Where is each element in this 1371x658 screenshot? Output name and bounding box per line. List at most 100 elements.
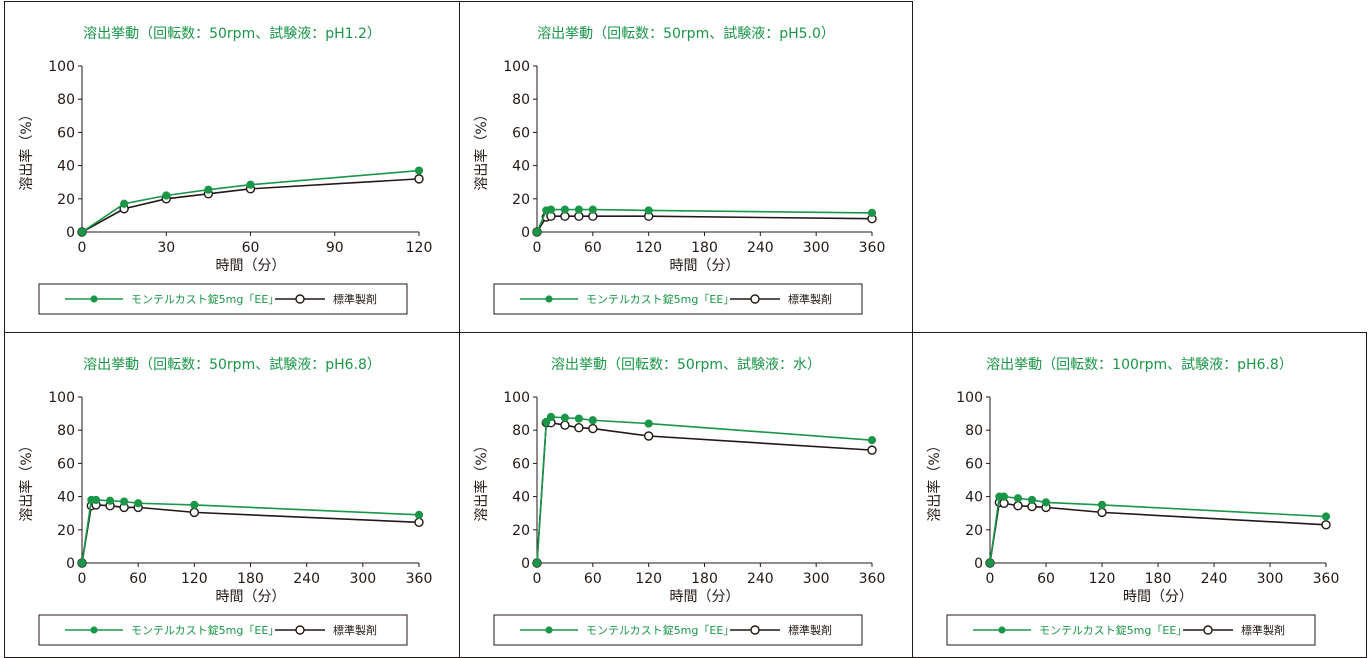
legend-marker-test (545, 626, 553, 634)
x-tick-label: 360 (859, 240, 886, 256)
data-point-test (1321, 512, 1331, 521)
data-point-test (588, 416, 597, 425)
y-tick-label: 0 (521, 556, 530, 572)
y-tick-label: 40 (57, 159, 75, 175)
y-tick-label: 40 (57, 490, 75, 506)
x-tick-label: 30 (157, 240, 175, 256)
y-tick-label: 20 (965, 523, 983, 539)
data-point-test (120, 497, 129, 506)
legend-marker-ref (295, 625, 305, 635)
series-line-test (81, 169, 420, 233)
chart-panel-100rpm-ph6-8: 溶出挙動（回転数：100rpm、試験液：pH6.8） 0 20 40 60 80 100 0 6… (912, 332, 1367, 658)
chart-panel-ph6-8: 溶出挙動（回転数：50rpm、試験液：pH6.8） 0 20 40 60 80 100 0 60… (4, 332, 460, 658)
data-point-test (574, 414, 583, 423)
data-point-test (999, 492, 1009, 501)
legend-marker-test (90, 626, 98, 634)
legend-marker-ref (750, 294, 760, 304)
series-line-test (81, 499, 420, 564)
legend: モンテルカスト錠5mg「EE」 標準製剤 (493, 614, 863, 646)
data-point-test (644, 206, 653, 215)
chart-title: 溶出挙動（回転数：50rpm、試験液：pH6.8） (83, 357, 381, 373)
x-tick-label: 60 (584, 571, 602, 587)
data-point-test (414, 510, 424, 519)
x-axis-title: 時間（分） (670, 258, 740, 274)
data-point-test (560, 413, 570, 422)
y-tick-label: 60 (57, 456, 75, 472)
data-point-test (546, 412, 556, 422)
data-point-ref (643, 431, 654, 441)
data-point-test (532, 558, 542, 568)
x-tick-label: 120 (635, 571, 662, 587)
legend-marker-test (998, 626, 1006, 634)
legend-label-ref: 標準製剤 (1241, 623, 1285, 637)
chart-title: 溶出挙動（回転数：50rpm、試験液：水） (551, 357, 821, 373)
y-tick-label: 20 (512, 523, 530, 539)
x-tick-label: 120 (406, 240, 433, 256)
y-tick-label: 0 (66, 225, 75, 241)
series-line-ref (536, 215, 873, 233)
x-axis-title: 時間（分） (1123, 589, 1193, 605)
x-tick-label: 120 (1089, 571, 1116, 587)
x-axis-title: 時間（分） (670, 589, 740, 605)
series-line-ref (81, 504, 420, 564)
chart-title: 溶出挙動（回転数：100rpm、試験液：pH6.8） (986, 357, 1293, 373)
data-point-test (190, 500, 199, 509)
series-line-ref (989, 501, 1327, 564)
data-point-test (588, 205, 597, 214)
legend-marker-test (545, 295, 553, 303)
data-point-ref (414, 174, 424, 184)
y-tick-label: 80 (57, 92, 75, 108)
chart-title: 溶出挙動（回転数：50rpm、試験液：pH5.0） (537, 26, 835, 42)
x-tick-label: 0 (533, 571, 542, 587)
y-tick-label: 80 (512, 423, 530, 439)
chart-100rpm-ph6-8: 溶出挙動（回転数：100rpm、試験液：pH6.8） 0 20 40 60 80 100 0 6… (926, 357, 1339, 646)
chart-water: 溶出挙動（回転数：50rpm、試験液：水） 0 20 40 60 80 100 0 60 120 1… (473, 357, 886, 646)
data-point-test (77, 227, 87, 237)
x-tick-label: 240 (747, 571, 774, 587)
legend-label-test: モンテルカスト錠5mg「EE」 (131, 292, 279, 306)
y-tick-label: 100 (503, 390, 530, 406)
y-tick-label: 100 (503, 59, 530, 75)
y-tick-label: 100 (956, 390, 983, 406)
chart-ph5-0: 溶出挙動（回転数：50rpm、試験液：pH5.0） 0 20 40 60 80 100 0 60… (473, 26, 886, 315)
legend-label-test: モンテルカスト錠5mg「EE」 (131, 623, 279, 637)
series-line-test (536, 208, 873, 233)
y-tick-label: 60 (512, 456, 530, 472)
data-point-ref (1321, 520, 1331, 530)
data-point-test (574, 205, 583, 214)
legend-marker-test (90, 295, 98, 303)
legend-marker-ref (295, 294, 305, 304)
y-tick-label: 80 (57, 423, 75, 439)
x-tick-label: 300 (803, 571, 830, 587)
data-point-test (134, 499, 143, 508)
data-point-test (91, 495, 101, 505)
y-tick-label: 20 (57, 523, 75, 539)
chart-title: 溶出挙動（回転数：50rpm、試験液：pH1.2） (83, 26, 381, 42)
x-tick-label: 60 (1037, 571, 1055, 587)
x-tick-label: 360 (859, 571, 886, 587)
data-point-test (105, 496, 115, 505)
legend-label-test: モンテルカスト錠5mg「EE」 (586, 623, 734, 637)
legend-marker-ref (1203, 625, 1213, 635)
x-tick-label: 60 (129, 571, 147, 587)
y-tick-label: 40 (512, 159, 530, 175)
x-tick-label: 300 (1257, 571, 1284, 587)
x-tick-label: 240 (293, 571, 320, 587)
y-tick-label: 100 (48, 390, 75, 406)
data-point-test (542, 417, 551, 427)
data-point-test (546, 205, 556, 214)
y-axis-title: 溶出率（%） (473, 438, 490, 521)
x-axis-title: 時間（分） (216, 589, 286, 605)
data-point-test (644, 419, 653, 428)
legend-label-ref: 標準製剤 (788, 623, 832, 637)
data-point-test (867, 436, 877, 445)
x-tick-label: 120 (181, 571, 208, 587)
data-point-ref (1097, 507, 1107, 518)
data-point-test (1097, 500, 1107, 509)
chart-ph6-8: 溶出挙動（回転数：50rpm、試験液：pH6.8） 0 20 40 60 80 100 0 60… (18, 357, 432, 646)
legend: モンテルカスト錠5mg「EE」 標準製剤 (493, 283, 863, 315)
legend-marker-ref (750, 625, 760, 635)
chart-panel-water: 溶出挙動（回転数：50rpm、試験液：水） 0 20 40 60 80 100 0 60 120 1… (459, 332, 913, 658)
y-axis-title: 溶出率（%） (473, 107, 490, 190)
y-tick-label: 40 (965, 490, 983, 506)
